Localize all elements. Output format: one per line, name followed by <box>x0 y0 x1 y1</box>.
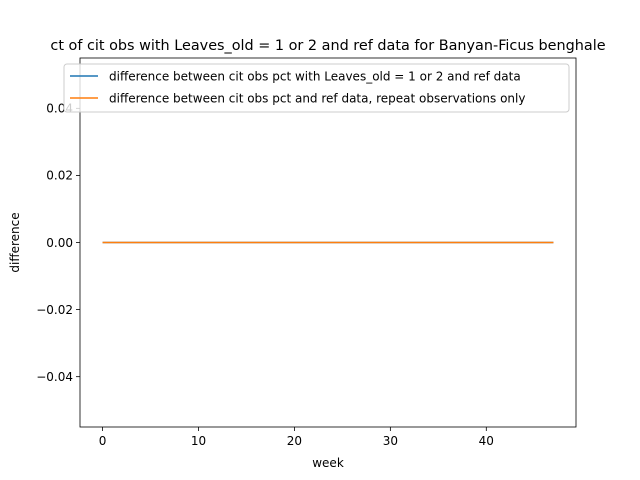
x-tick-label: 30 <box>383 434 398 448</box>
y-axis-label: difference <box>8 212 22 272</box>
x-axis-label: week <box>312 456 344 470</box>
legend: difference between cit obs pct with Leav… <box>63 63 570 113</box>
y-tick-label: −0.02 <box>36 303 73 317</box>
y-tick-label: −0.04 <box>36 370 73 384</box>
chart-title: ct of cit obs with Leaves_old = 1 or 2 a… <box>50 38 605 54</box>
x-tick-label: 10 <box>191 434 206 448</box>
legend-frame <box>63 63 570 113</box>
x-tick-label: 40 <box>479 434 494 448</box>
legend-label-2: difference between cit obs pct and ref d… <box>109 91 525 105</box>
y-tick-label: 0.02 <box>46 169 73 183</box>
x-tick-label: 20 <box>287 434 302 448</box>
x-axis: 0 10 20 30 40 <box>99 427 494 448</box>
x-tick-label: 0 <box>99 434 107 448</box>
legend-label-1: difference between cit obs pct with Leav… <box>109 69 521 83</box>
plot-frame <box>79 57 577 428</box>
y-tick-label: 0.00 <box>46 236 73 250</box>
